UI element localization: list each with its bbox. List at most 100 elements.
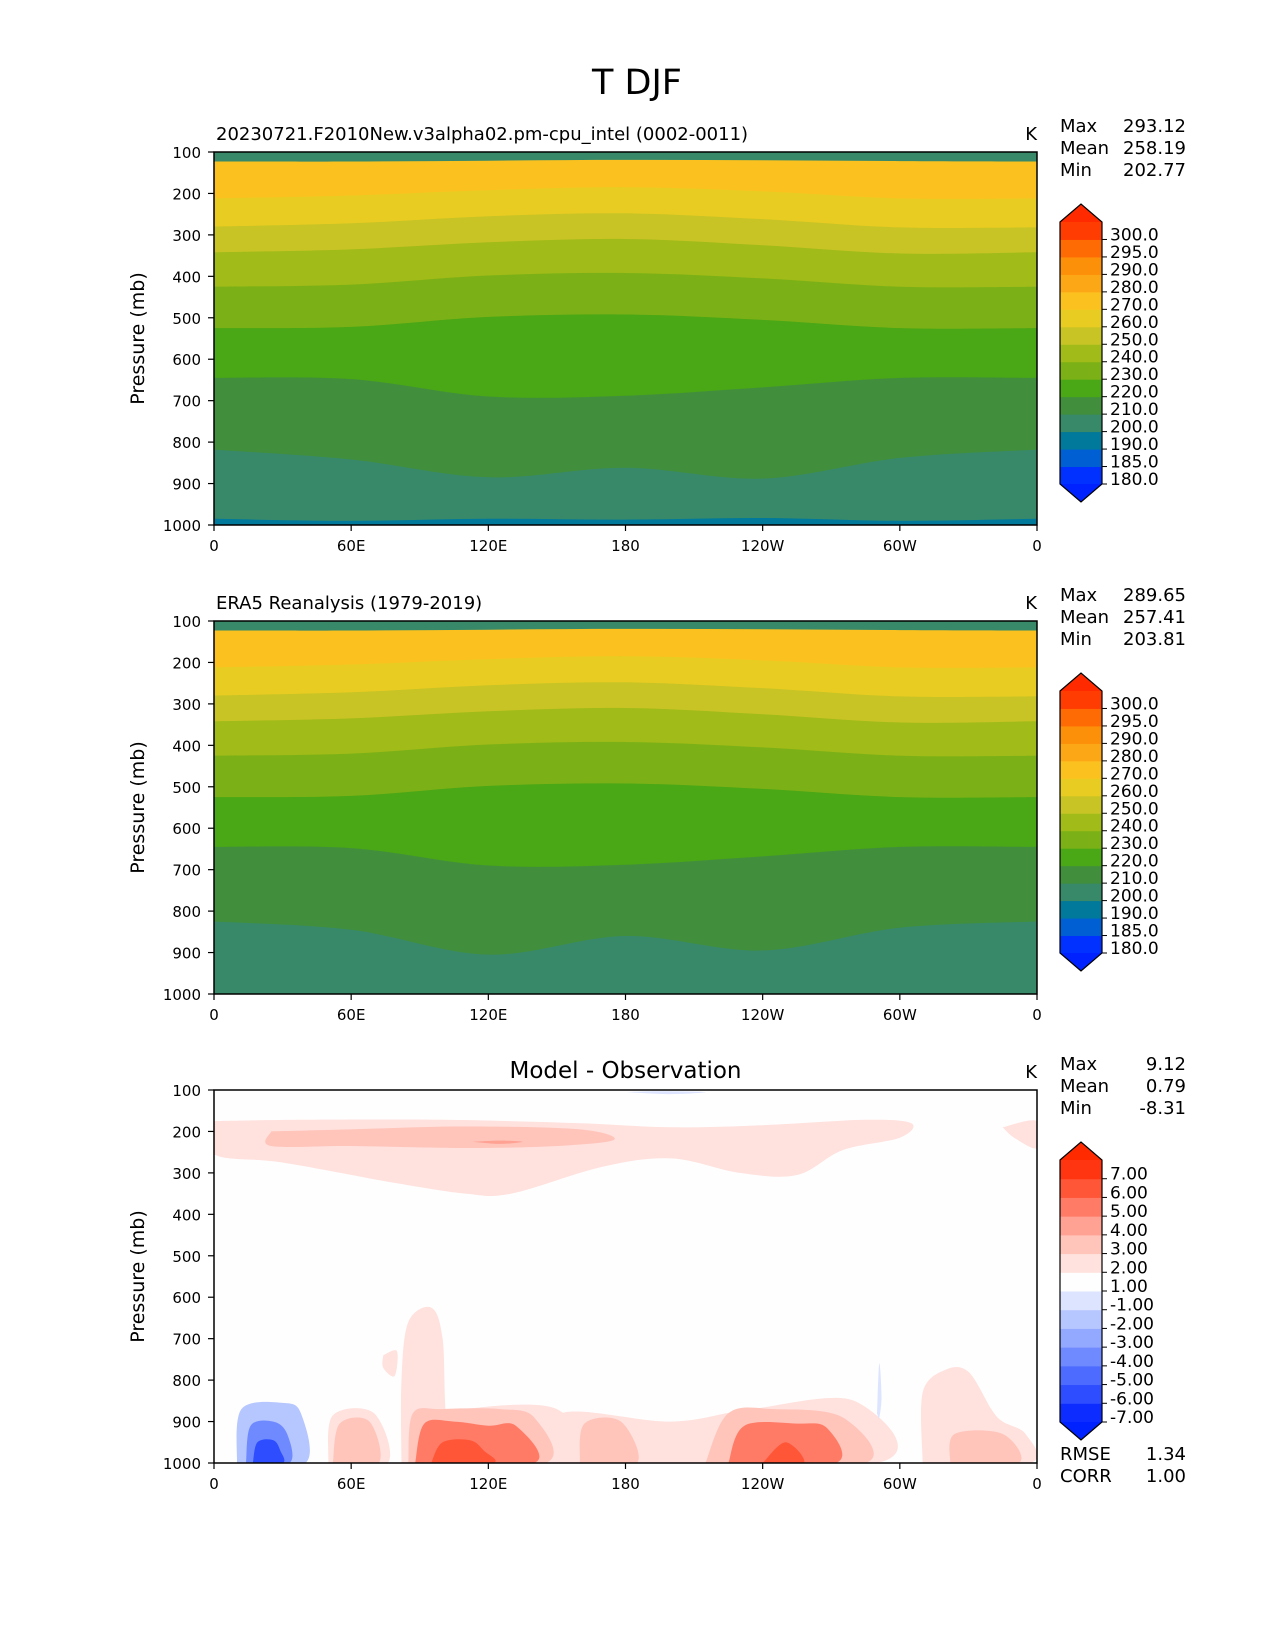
- stat-label: Mean: [1060, 1076, 1109, 1097]
- anomaly-region: [265, 1126, 615, 1148]
- y-tick-label: 200: [172, 654, 201, 672]
- colorbar-segment: [1060, 379, 1102, 398]
- colorbar-label: 180.0: [1110, 939, 1159, 959]
- stat-value: 9.12: [1146, 1054, 1186, 1075]
- colorbar-segment: [1060, 309, 1102, 328]
- colorbar-segment: [1060, 1365, 1102, 1386]
- colorbar-label: -6.00: [1110, 1389, 1154, 1409]
- panel-3: Model - Observation K 100 200 300 400 500 600 70…: [127, 1054, 1186, 1493]
- x-tick-label: 60E: [337, 1006, 366, 1024]
- colorbar-label: 300.0: [1110, 694, 1159, 714]
- y-tick-label: 300: [172, 227, 201, 245]
- y-tick-label: 400: [172, 268, 201, 286]
- stat-label: Mean: [1060, 607, 1109, 628]
- colorbar-label: 190.0: [1110, 435, 1159, 455]
- colorbar-label: 220.0: [1110, 852, 1159, 872]
- colorbar-label: 295.0: [1110, 243, 1159, 263]
- colorbar-label: 3.00: [1110, 1240, 1148, 1260]
- y-tick-label: 800: [172, 903, 201, 921]
- colorbar-label: 210.0: [1110, 400, 1159, 420]
- anomaly-region: [332, 1417, 381, 1463]
- colorbar-label: -5.00: [1110, 1371, 1154, 1391]
- contour-band: [214, 517, 1037, 525]
- colorbar: 7.006.005.004.003.002.001.00-1.00-2.00-3…: [1059, 1141, 1154, 1441]
- colorbar-segment: [1060, 830, 1102, 849]
- colorbar-label: 6.00: [1110, 1183, 1148, 1203]
- y-axis-label: Pressure (mb): [127, 1210, 149, 1343]
- stat-value: 202.77: [1123, 160, 1186, 181]
- colorbar-segment: [1060, 1384, 1102, 1404]
- x-tick-label: 120E: [469, 1006, 507, 1024]
- colorbar-segment: [1060, 813, 1102, 832]
- colorbar-segment: [1060, 900, 1102, 919]
- colorbar-segment: [1060, 1197, 1102, 1217]
- y-tick-label: 1000: [163, 1455, 201, 1473]
- contour-band: [214, 921, 1037, 994]
- colorbar-segment: [1060, 466, 1102, 485]
- colorbar-segment: [1060, 396, 1102, 415]
- colorbar-label: 180.0: [1110, 470, 1159, 490]
- colorbar-label: 190.0: [1110, 904, 1159, 924]
- x-tick-label: 120E: [469, 1475, 507, 1493]
- colorbar-segment: [1060, 1234, 1102, 1255]
- stat-value: 293.12: [1123, 116, 1186, 137]
- colorbar-segment: [1060, 414, 1102, 433]
- colorbar: 300.0295.0290.0280.0270.0260.0250.0240.0…: [1059, 672, 1159, 972]
- colorbar-under-extension: [1060, 953, 1102, 971]
- y-tick-label: 800: [172, 434, 201, 452]
- y-tick-label: 200: [172, 185, 201, 203]
- colorbar-over-extension: [1060, 673, 1102, 691]
- colorbar-segment: [1060, 691, 1102, 709]
- y-tick-label: 300: [172, 696, 201, 714]
- x-tick-label: 0: [209, 1006, 219, 1024]
- x-tick-label: 180: [611, 537, 640, 555]
- panel-1: 20230721.F2010New.v3alpha02.pm-cpu_intel…: [127, 116, 1186, 555]
- y-tick-label: 600: [172, 1289, 201, 1307]
- colorbar-label: 185.0: [1110, 922, 1159, 942]
- x-tick-label: 60W: [883, 537, 917, 555]
- y-tick-label: 300: [172, 1165, 201, 1183]
- colorbar-over-extension: [1060, 1142, 1102, 1160]
- stat-value: 203.81: [1123, 629, 1186, 650]
- colorbar-label: 290.0: [1110, 260, 1159, 280]
- colorbar-label: -2.00: [1110, 1314, 1154, 1334]
- colorbar-segment: [1060, 1347, 1102, 1367]
- colorbar-label: 185.0: [1110, 453, 1159, 473]
- anomaly-region: [949, 1430, 1022, 1463]
- panels: 20230721.F2010New.v3alpha02.pm-cpu_intel…: [127, 116, 1186, 1493]
- contour-field: [214, 1090, 1037, 1463]
- colorbar-label: 2.00: [1110, 1258, 1148, 1278]
- colorbar-segment: [1060, 1216, 1102, 1236]
- y-tick-label: 100: [172, 144, 201, 162]
- units-label: K: [1025, 1062, 1038, 1083]
- colorbar-label: -4.00: [1110, 1352, 1154, 1372]
- extra-stat-label: CORR: [1060, 1466, 1112, 1487]
- y-tick-label: 1000: [163, 517, 201, 535]
- y-tick-label: 200: [172, 1123, 201, 1141]
- anomaly-region: [431, 1439, 496, 1463]
- colorbar-label: 280.0: [1110, 747, 1159, 767]
- colorbar-segment: [1060, 935, 1102, 954]
- colorbar-segment: [1060, 743, 1102, 762]
- colorbar-segment: [1060, 865, 1102, 884]
- colorbar-label: -3.00: [1110, 1333, 1154, 1353]
- stat-label: Mean: [1060, 138, 1109, 159]
- contour-field: [214, 152, 1037, 525]
- y-tick-label: 600: [172, 820, 201, 838]
- colorbar-label: 260.0: [1110, 313, 1159, 333]
- x-tick-label: 60W: [883, 1475, 917, 1493]
- panel-2: ERA5 Reanalysis (1979-2019) K 100 200 300 400…: [127, 585, 1186, 1024]
- colorbar-segment: [1060, 1178, 1102, 1198]
- colorbar-segment: [1060, 1309, 1102, 1329]
- colorbar-segment: [1060, 222, 1102, 240]
- y-tick-label: 500: [172, 779, 201, 797]
- colorbar-label: 270.0: [1110, 764, 1159, 784]
- x-tick-label: 120W: [741, 1006, 785, 1024]
- colorbar-segment: [1060, 1272, 1102, 1292]
- contour-band: [214, 449, 1037, 525]
- colorbar-label: 200.0: [1110, 418, 1159, 438]
- colorbar-segment: [1060, 1328, 1102, 1348]
- colorbar-segment: [1060, 361, 1102, 380]
- x-tick-label: 60W: [883, 1006, 917, 1024]
